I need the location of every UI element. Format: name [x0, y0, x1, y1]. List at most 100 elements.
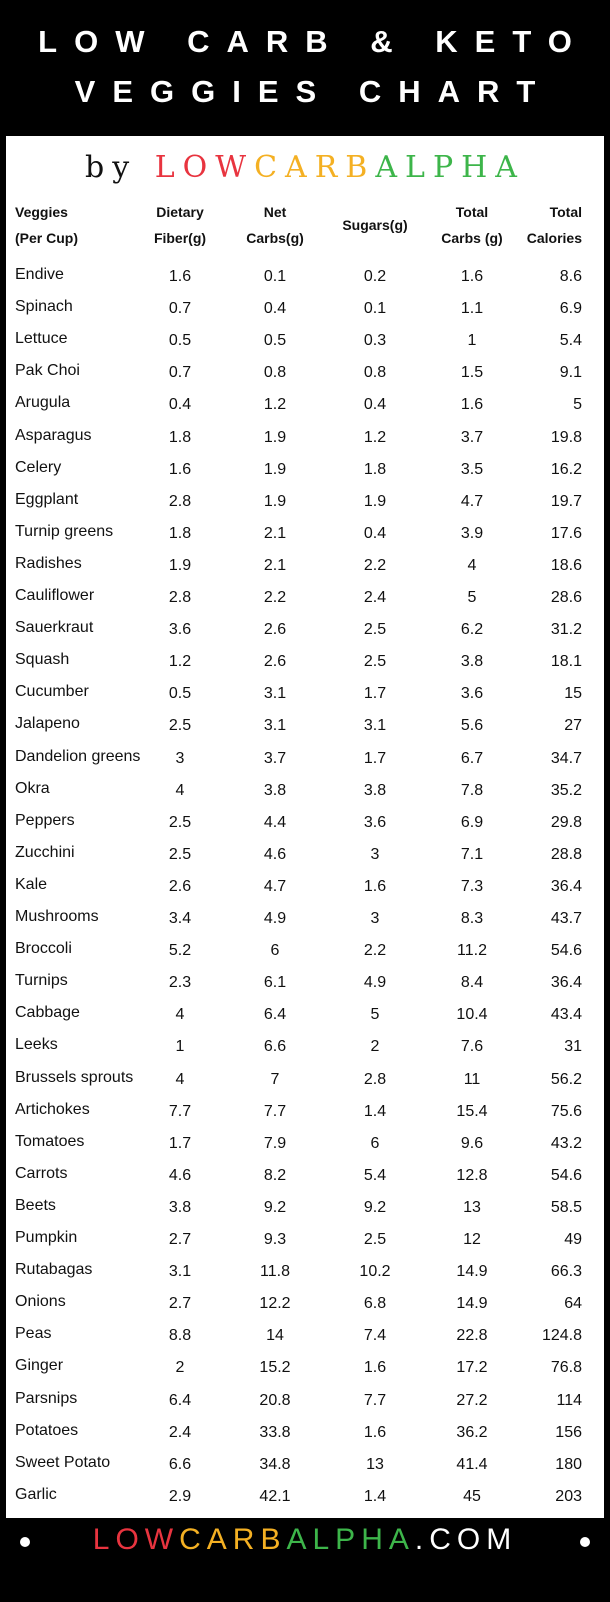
value-cell: 19.7 [550, 492, 582, 510]
value-cell: 36.4 [550, 974, 582, 992]
value-cell: 9.3 [263, 1231, 287, 1248]
value-cell: 76.8 [550, 1359, 582, 1377]
value-cell: 4.6 [168, 1166, 192, 1184]
value-cell: 10.4 [456, 1006, 488, 1024]
value-cell: 1.9 [263, 460, 287, 478]
value-cell: 36.4 [550, 877, 582, 895]
value-cell: 114 [556, 1391, 582, 1409]
value-cell: 14 [266, 1327, 284, 1345]
brand-part: CARB [254, 150, 376, 185]
decor-dot [20, 1537, 30, 1547]
veggie-name: Cabbage [15, 1004, 80, 1022]
value-cell: 66.3 [550, 1263, 582, 1281]
table-sheet [6, 136, 604, 1518]
veggie-name: Potatoes [15, 1421, 79, 1439]
value-cell: 6 [370, 1134, 380, 1152]
value-cell: 0.1 [363, 300, 387, 318]
value-cell: 4.9 [263, 910, 287, 927]
value-cell: 1.6 [460, 268, 484, 285]
value-cell: 27 [564, 717, 582, 735]
value-cell: 6.4 [168, 1391, 192, 1409]
value-cell: 1.1 [460, 300, 484, 318]
column-header: Carbs (g) [441, 230, 503, 246]
value-cell: 9.6 [460, 1134, 484, 1152]
value-cell: 54.6 [550, 1166, 582, 1184]
value-cell: 3.4 [168, 910, 192, 927]
value-cell: 3.8 [460, 653, 484, 671]
value-cell: 1.4 [363, 1487, 387, 1505]
value-cell: 31 [564, 1038, 582, 1056]
veggie-name: Artichokes [15, 1100, 90, 1118]
value-cell: 15.2 [259, 1359, 291, 1377]
value-cell: 2.1 [263, 524, 287, 542]
veggie-name: Mushrooms [15, 908, 99, 925]
value-cell: 5 [467, 589, 477, 606]
value-cell: 14.9 [456, 1295, 488, 1313]
value-cell: 124.8 [541, 1327, 582, 1345]
value-cell: 0.1 [263, 268, 287, 285]
veggie-name: Lettuce [15, 330, 68, 348]
value-cell: 7.7 [363, 1391, 387, 1409]
value-cell: 2.8 [363, 1070, 387, 1088]
value-cell: 12.2 [259, 1295, 291, 1313]
value-cell: 42.1 [259, 1487, 291, 1505]
veggie-name: Tomatoes [15, 1132, 85, 1150]
value-cell: 3 [370, 845, 380, 863]
value-cell: 5.4 [559, 332, 582, 350]
value-cell: 6.1 [263, 974, 287, 992]
value-cell: 2.8 [168, 492, 192, 510]
column-header: Veggies [15, 204, 68, 220]
value-cell: 27.2 [456, 1391, 488, 1409]
value-cell: 1.7 [168, 1134, 192, 1152]
value-cell: 6.6 [168, 1455, 192, 1473]
value-cell: 3.1 [263, 685, 287, 703]
value-cell: 0.5 [168, 332, 192, 350]
veggie-name: Carrots [15, 1164, 68, 1182]
value-cell: 34.7 [550, 749, 582, 767]
value-cell: 8.4 [460, 974, 484, 992]
value-cell: 33.8 [259, 1423, 291, 1441]
value-cell: 6 [270, 942, 280, 960]
veggie-name: Peas [15, 1325, 52, 1343]
value-cell: 8.3 [460, 910, 484, 927]
value-cell: 7.8 [460, 781, 484, 799]
veggie-name: Asparagus [15, 426, 92, 444]
value-cell: 1 [467, 332, 477, 350]
value-cell: 7.4 [363, 1327, 387, 1345]
value-cell: 22.8 [456, 1327, 488, 1345]
value-cell: 36.2 [456, 1423, 488, 1441]
veggie-name: Sweet Potato [15, 1453, 111, 1471]
value-cell: 4.4 [263, 813, 287, 831]
value-cell: 1.4 [363, 1102, 387, 1120]
footer-url: LOWCARBALPHA.COM [0, 1523, 610, 1557]
value-cell: 1.2 [363, 428, 387, 446]
value-cell: 1.5 [460, 364, 484, 382]
value-cell: 20.8 [259, 1391, 291, 1409]
veggie-name: Garlic [15, 1485, 57, 1503]
value-cell: 1.7 [363, 749, 387, 767]
value-cell: 1.8 [363, 460, 387, 478]
value-cell: 7.7 [168, 1102, 192, 1120]
veggie-name: Pumpkin [15, 1229, 78, 1246]
column-header: Sugars(g) [342, 217, 408, 233]
value-cell: 2.8 [168, 589, 192, 606]
value-cell: 10.2 [359, 1263, 391, 1281]
value-cell: 1.9 [263, 428, 287, 446]
value-cell: 3.1 [168, 1263, 192, 1281]
value-cell: 9.2 [263, 1198, 287, 1216]
value-cell: 4.7 [460, 492, 484, 510]
value-cell: 2 [175, 1359, 185, 1377]
value-cell: 5.6 [460, 717, 484, 735]
value-cell: 0.5 [263, 332, 287, 350]
veggie-name: Onions [15, 1293, 66, 1311]
value-cell: 31.2 [550, 621, 582, 639]
column-header: Total [549, 204, 582, 220]
value-cell: 0.5 [168, 685, 192, 703]
value-cell: 3 [370, 910, 380, 927]
value-cell: 13 [463, 1198, 481, 1216]
value-cell: 2.5 [168, 845, 192, 863]
veggie-name: Beets [15, 1196, 56, 1214]
value-cell: 0.4 [363, 524, 387, 542]
value-cell: 4 [175, 1070, 185, 1088]
veggie-name: Squash [15, 651, 70, 669]
